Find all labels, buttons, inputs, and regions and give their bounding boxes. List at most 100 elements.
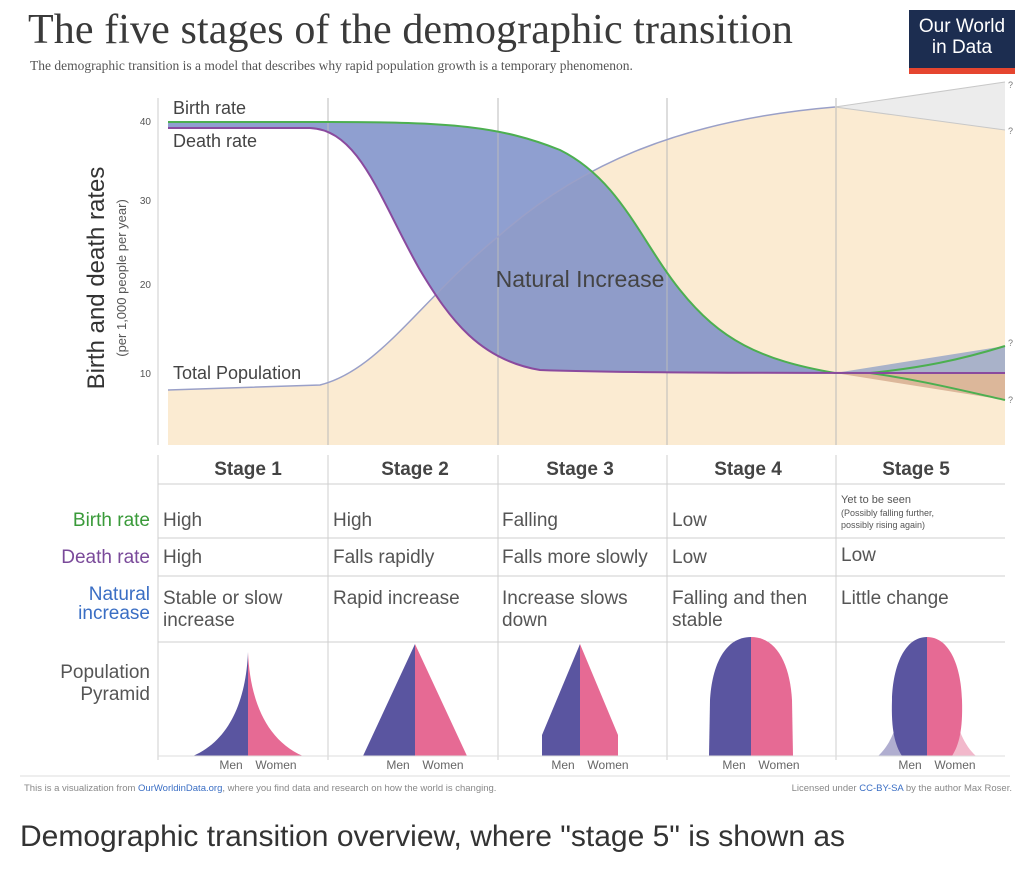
natural-increase-label: Natural Increase	[496, 266, 665, 292]
women-label: Women	[255, 758, 296, 772]
table-cell: Stable or slow	[163, 588, 283, 609]
death-rate-line	[168, 127, 1006, 374]
uncertain-marker: ?	[1008, 395, 1013, 405]
population-uncertainty-area	[835, 82, 1005, 130]
men-label: Men	[219, 758, 242, 772]
stage-table-grid	[157, 455, 1005, 760]
footer-right: Licensed under CC-BY-SA by the author Ma…	[792, 783, 1012, 794]
stage-headers: Stage 1 Stage 2 Stage 3 Stage 4 Stage 5	[214, 459, 950, 480]
table-cell: possibly rising again)	[841, 520, 925, 530]
footer-right-suffix: by the author Max Roser.	[903, 783, 1012, 794]
logo-line-1: Our World	[918, 16, 1006, 37]
table-cell: High	[163, 547, 202, 568]
y-axis-title: Birth and death rates	[83, 167, 110, 390]
pyramid-men	[542, 644, 580, 756]
population-lower-line	[834, 106, 1006, 131]
men-label: Men	[898, 758, 921, 772]
table-cell: Increase slows	[502, 588, 628, 609]
footer-left: This is a visualization from OurWorldinD…	[24, 783, 496, 794]
table-cell: Rapid increase	[333, 588, 460, 609]
birth-rate-falling-line	[869, 372, 1006, 401]
footer-left-suffix: , where you find data and research on ho…	[222, 783, 496, 794]
men-label: Men	[386, 758, 409, 772]
pyramid-stage-1	[193, 652, 303, 756]
row-label-natural-increase-2: increase	[78, 603, 150, 624]
stage-header-5: Stage 5	[882, 459, 950, 480]
total-population-label: Total Population	[173, 363, 301, 383]
pyramid-women	[248, 652, 303, 756]
table-cell: Low	[672, 547, 707, 568]
table-cell: down	[502, 610, 547, 631]
pyramid-stage-5	[878, 637, 976, 756]
death-rate-row: High Falls rapidly Falls more slowly Low…	[163, 545, 876, 568]
y-tick-label: 20	[140, 280, 152, 291]
page-title: The five stages of the demographic trans…	[28, 7, 793, 53]
table-cell: stable	[672, 610, 723, 631]
birth-rate-line	[168, 121, 1006, 374]
pyramid-men	[891, 637, 927, 756]
birth-rate-label: Birth rate	[173, 98, 246, 118]
footer-owid-link[interactable]: OurWorldinData.org	[138, 783, 222, 794]
pyramid-men	[709, 637, 751, 756]
stage-header-4: Stage 4	[714, 459, 782, 480]
table-cell: Falling and then	[672, 588, 807, 609]
footer-license-link[interactable]: CC-BY-SA	[859, 783, 904, 794]
page-subtitle: The demographic transition is a model th…	[30, 58, 633, 73]
row-label-natural-increase-1: Natural	[89, 584, 150, 605]
uncertain-marker: ?	[1008, 338, 1013, 348]
table-cell: Falling	[502, 510, 558, 531]
row-label-pyramid-1: Population	[60, 662, 150, 683]
pyramid-men	[363, 644, 415, 756]
pyramid-stage-3	[542, 644, 618, 756]
population-pyramids	[193, 637, 976, 756]
table-cell: Yet to be seen	[841, 494, 911, 506]
natural-increase-area	[168, 122, 835, 373]
y-tick-label: 40	[140, 117, 152, 128]
row-label-death-rate: Death rate	[61, 547, 150, 568]
pyramid-stage-2	[363, 644, 467, 756]
death-rate-label: Death rate	[173, 131, 257, 151]
pyramid-women	[927, 637, 963, 756]
women-label: Women	[587, 758, 628, 772]
table-cell: Falls rapidly	[333, 547, 435, 568]
stage-header-2: Stage 2	[381, 459, 449, 480]
men-label: Men	[551, 758, 574, 772]
table-cell: Low	[841, 545, 876, 566]
uncertain-marker: ?	[1008, 126, 1013, 136]
footer-right-prefix: Licensed under	[792, 783, 860, 794]
pyramid-gender-labels: Men Women Men Women Men Women Men Women …	[219, 758, 975, 772]
table-cell: High	[333, 510, 372, 531]
chart-area: 40 30 20 10 Birth and death rates (per 1…	[83, 80, 1013, 445]
table-cell: Falls more slowly	[502, 547, 648, 568]
our-world-in-data-logo[interactable]: Our World in Data	[909, 10, 1015, 74]
row-label-pyramid-2: Pyramid	[80, 684, 150, 705]
pyramid-women	[751, 637, 793, 756]
pyramid-stage-4	[709, 637, 793, 756]
women-label: Women	[934, 758, 975, 772]
y-axis-subtitle: (per 1,000 people per year)	[114, 199, 129, 357]
women-label: Women	[758, 758, 799, 772]
table-cell: increase	[163, 610, 235, 631]
y-tick-label: 10	[140, 369, 152, 380]
pyramid-men	[193, 652, 248, 756]
table-cell: Low	[672, 510, 707, 531]
footer-left-prefix: This is a visualization from	[24, 783, 138, 794]
row-label-birth-rate: Birth rate	[73, 510, 150, 531]
logo-line-2: in Data	[931, 37, 993, 58]
population-upper-line	[834, 81, 1006, 108]
stage-header-3: Stage 3	[546, 459, 614, 480]
total-population-line	[167, 106, 836, 391]
y-tick-label: 30	[140, 196, 152, 207]
table-cell: High	[163, 510, 202, 531]
men-label: Men	[722, 758, 745, 772]
birth-rate-row: High High Falling Low Yet to be seen (Po…	[163, 494, 934, 531]
pyramid-women	[415, 644, 467, 756]
uncertain-marker: ?	[1008, 80, 1013, 90]
stage-header-1: Stage 1	[214, 459, 282, 480]
stage5-possible-decrease	[835, 373, 1005, 400]
women-label: Women	[422, 758, 463, 772]
image-caption: Demographic transition overview, where "…	[20, 820, 846, 853]
pyramid-women	[580, 644, 618, 756]
